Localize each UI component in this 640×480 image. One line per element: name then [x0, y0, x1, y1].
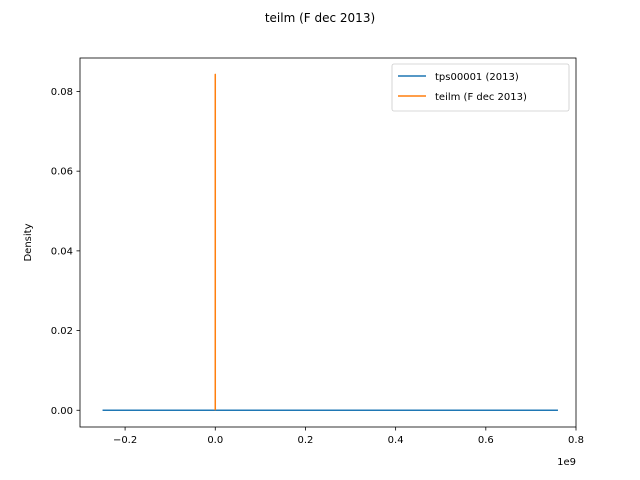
y-tick-label: 0.02: [51, 326, 73, 337]
chart-title: teilm (F dec 2013): [265, 11, 375, 25]
y-axis-ticks: 0.00 0.02 0.04 0.06 0.08: [51, 87, 80, 417]
y-tick-label: 0.08: [51, 87, 73, 98]
legend-label-1: teilm (F dec 2013): [435, 92, 527, 103]
axes-frame: [79, 57, 577, 428]
x-axis-offset-label: 1e9: [557, 457, 576, 468]
legend-box: [391, 63, 570, 112]
legend-items: tps00001 (2013) teilm (F dec 2013): [398, 72, 527, 103]
y-tick-label: 0.04: [51, 246, 73, 257]
plot-area: [79, 57, 577, 428]
y-axis-label: Density: [23, 223, 34, 261]
series-layer: [102, 73, 558, 412]
x-tick-label: 0.8: [568, 435, 584, 446]
x-tick-label: 0.4: [388, 435, 404, 446]
y-tick-label: 0.00: [51, 406, 73, 417]
x-tick-label: 0.6: [478, 435, 494, 446]
x-tick-label: 0.0: [207, 435, 223, 446]
x-axis-ticks: −0.2 0.0 0.2 0.4 0.6 0.8: [113, 427, 584, 446]
x-tick-label: −0.2: [113, 435, 137, 446]
x-tick-label: 0.2: [298, 435, 314, 446]
legend: tps00001 (2013) teilm (F dec 2013): [391, 63, 570, 112]
legend-label-0: tps00001 (2013): [435, 72, 519, 83]
y-tick-label: 0.06: [51, 167, 73, 178]
